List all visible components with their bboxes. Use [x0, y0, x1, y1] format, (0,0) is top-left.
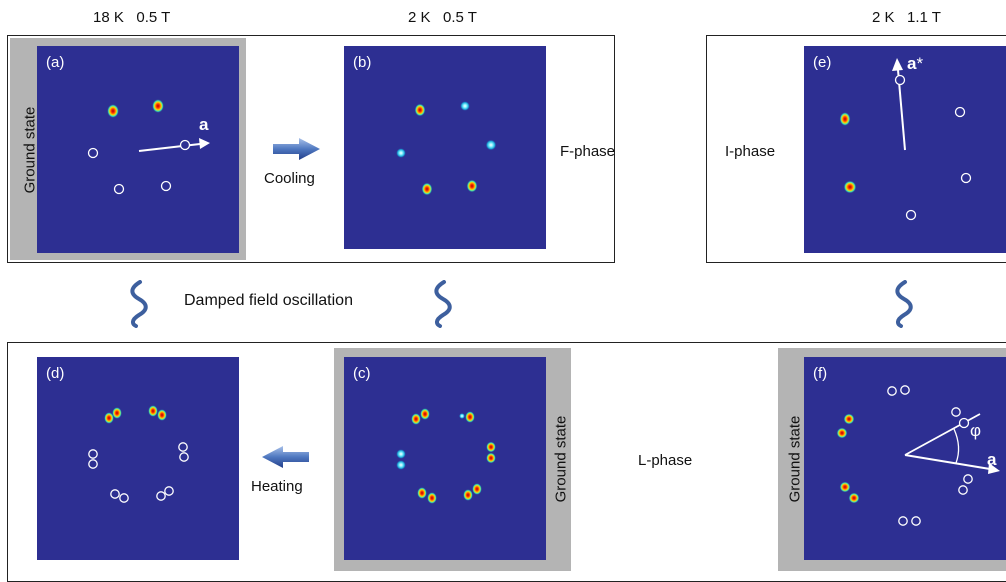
peak	[421, 182, 433, 196]
peak	[836, 427, 848, 439]
wavy-line-icon	[895, 280, 913, 328]
peak	[396, 460, 406, 470]
panel-label-b: (b)	[353, 54, 372, 71]
peak	[486, 452, 496, 464]
panel-label-d: (d)	[46, 365, 65, 382]
empty-circle	[894, 74, 906, 86]
cooling-label: Cooling	[264, 170, 315, 187]
l-phase-label: L-phase	[638, 452, 693, 469]
peak	[157, 409, 167, 421]
panel-label-e: (e)	[813, 54, 832, 71]
peak	[396, 148, 406, 158]
empty-circle	[110, 489, 120, 499]
header-temp-field-right: 2 K 1.1 T	[872, 9, 941, 26]
empty-circle	[88, 449, 98, 459]
a-vector-label: a	[199, 115, 209, 134]
peak	[839, 481, 851, 493]
empty-circle	[963, 474, 973, 484]
panel-e: (e) a*	[804, 46, 1006, 253]
header-temp-field-left: 18 K 0.5 T	[93, 9, 171, 26]
panel-b: (b)	[344, 46, 546, 249]
panel-a: (a) a	[37, 46, 239, 253]
panel-label-a: (a)	[46, 54, 65, 71]
empty-circle	[958, 417, 970, 429]
ground-state-label-f: Ground state	[786, 415, 804, 503]
wavy-line-icon	[434, 280, 452, 328]
empty-circle	[958, 485, 968, 495]
peak	[104, 412, 114, 424]
empty-circle	[887, 386, 897, 396]
peak	[420, 408, 430, 420]
a-star-vector-label: a*	[907, 54, 924, 73]
peak	[459, 413, 465, 419]
panel-label-f: (f)	[813, 365, 828, 382]
a-vector-line	[138, 143, 201, 152]
peak	[465, 411, 475, 423]
peak	[107, 104, 119, 118]
empty-circle	[113, 183, 125, 195]
peak	[460, 101, 470, 111]
i-phase-label: I-phase	[725, 143, 776, 160]
ground-state-label-c: Ground state	[552, 415, 570, 503]
panel-c: (c)	[344, 357, 546, 560]
ground-state-label-a: Ground state	[21, 106, 39, 194]
peak	[417, 487, 427, 499]
peak	[427, 492, 437, 504]
a-vector-line	[904, 454, 991, 470]
peak	[848, 492, 860, 504]
a-vector-label-f: a	[987, 450, 997, 469]
peak	[396, 449, 406, 459]
empty-circle	[954, 106, 966, 118]
empty-circle	[898, 516, 908, 526]
peak	[486, 441, 496, 453]
peak	[148, 405, 158, 417]
peak	[472, 483, 482, 495]
phi-angle-label: φ	[970, 421, 982, 440]
damped-field-oscillation-label: Damped field oscillation	[184, 292, 353, 309]
peak	[485, 139, 497, 151]
wavy-line-icon	[130, 280, 148, 328]
heating-label: Heating	[251, 478, 303, 495]
empty-circle	[179, 452, 189, 462]
panel-d: (d)	[37, 357, 239, 560]
heating-arrow-icon	[262, 446, 309, 468]
empty-circle	[164, 486, 174, 496]
empty-circle	[160, 180, 172, 192]
peak	[839, 112, 851, 126]
peak	[414, 103, 426, 117]
peak	[152, 99, 164, 113]
rotated-vector-line	[904, 413, 981, 456]
empty-circle	[951, 407, 961, 417]
a-star-vector-head	[892, 58, 903, 71]
peak	[463, 489, 473, 501]
peak	[112, 407, 122, 419]
empty-circle	[178, 442, 188, 452]
header-temp-field-middle: 2 K 0.5 T	[408, 9, 477, 26]
f-phase-label: F-phase	[560, 143, 616, 160]
empty-circle	[900, 385, 910, 395]
peak	[843, 413, 855, 425]
empty-circle	[960, 172, 972, 184]
panel-label-c: (c)	[353, 365, 371, 382]
peak	[466, 179, 478, 193]
a-vector-head	[199, 138, 210, 149]
panel-f: (f) φ a	[804, 357, 1006, 560]
angle-arc	[953, 428, 960, 464]
peak	[843, 180, 857, 194]
a-vector-head	[988, 463, 1000, 474]
empty-circle	[905, 209, 917, 221]
cooling-arrow-icon	[273, 138, 320, 160]
empty-circle	[179, 139, 191, 151]
peak	[411, 413, 421, 425]
empty-circle	[88, 459, 98, 469]
empty-circle	[87, 147, 99, 159]
empty-circle	[156, 491, 166, 501]
empty-circle	[119, 493, 129, 503]
empty-circle	[911, 516, 921, 526]
